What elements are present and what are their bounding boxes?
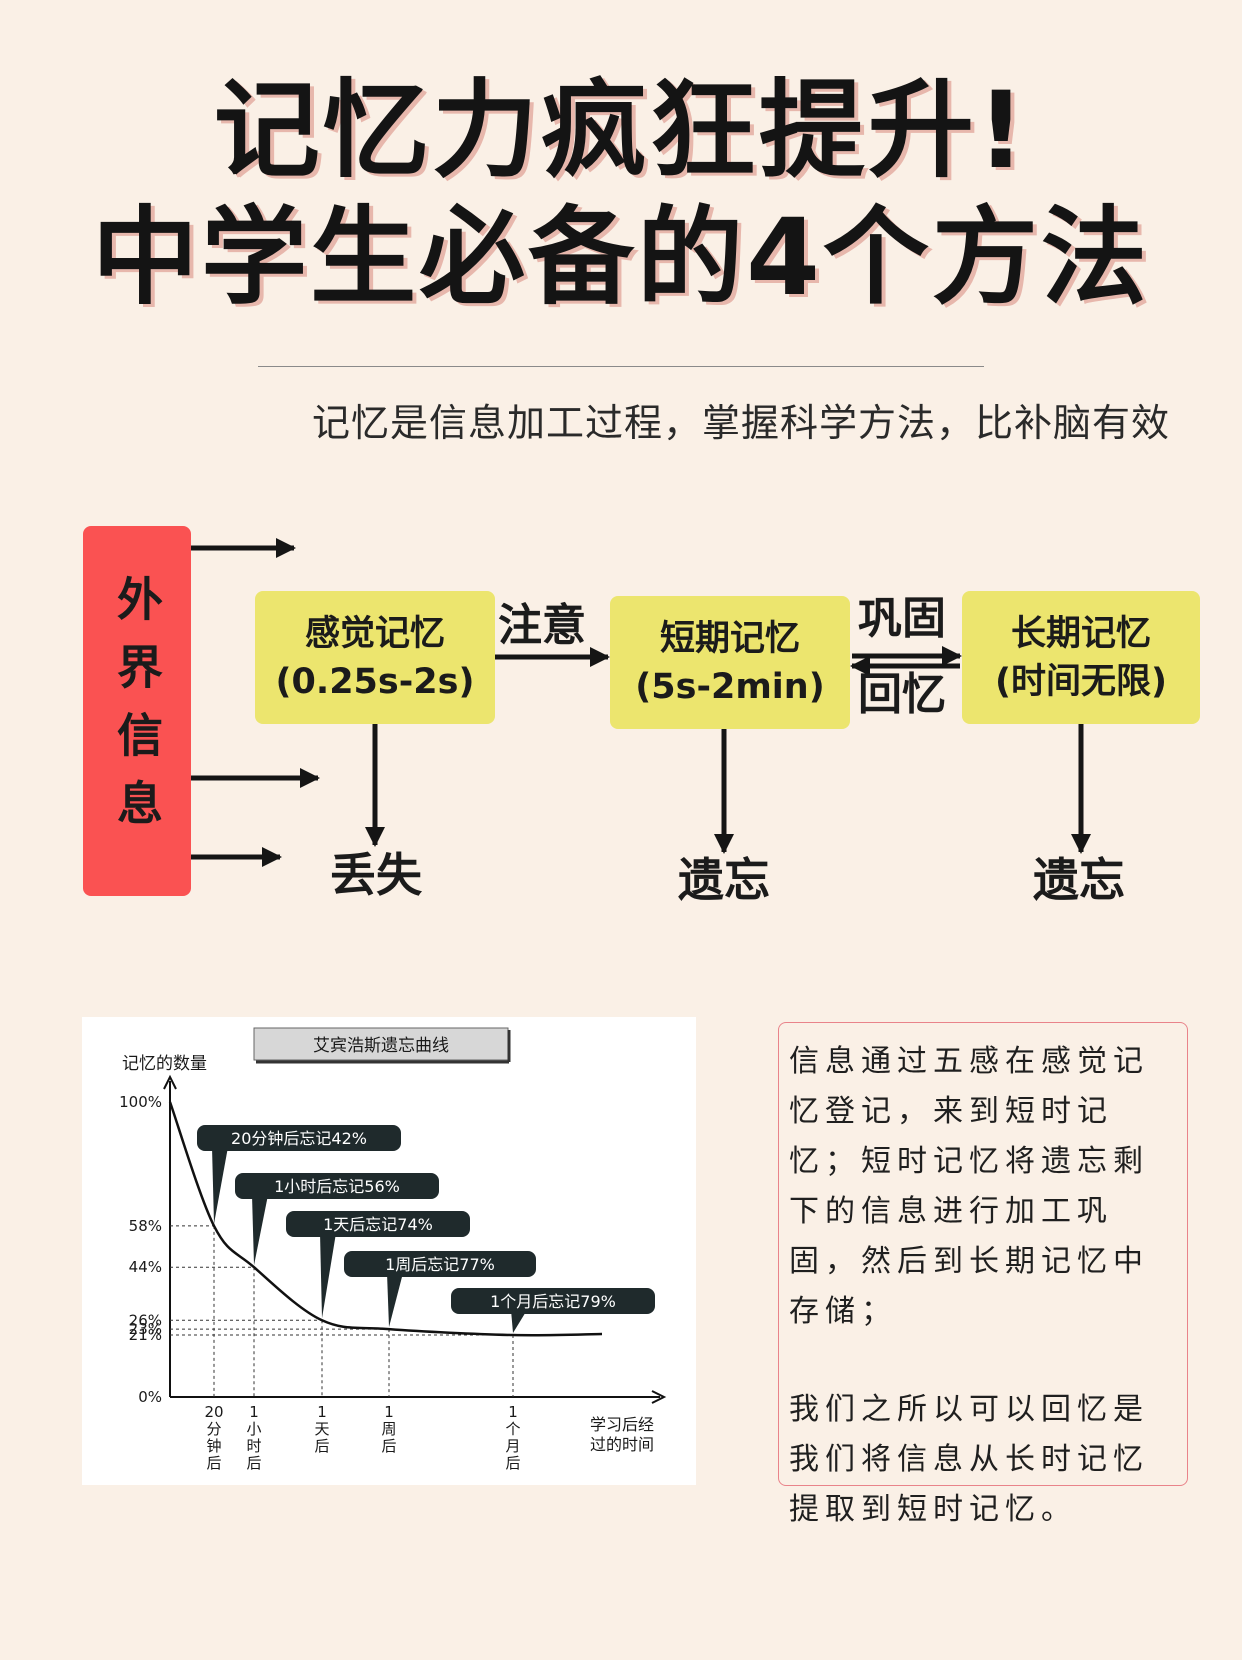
external-info-box: 外界信息 [83, 526, 191, 896]
y-tick-label: 100% [119, 1093, 162, 1111]
callout-text: 1周后忘记77% [385, 1255, 495, 1274]
flow-arrows [191, 538, 1091, 867]
x-tick-label: 1 [249, 1403, 259, 1421]
chart-title: 艾宾浩斯遗忘曲线 [313, 1036, 449, 1056]
short-term-memory-name: 短期记忆 [659, 618, 800, 659]
x-tick-label: 周 [381, 1420, 396, 1438]
x-axis-label: 过的时间 [590, 1435, 654, 1454]
long-term-memory-duration: (时间无限) [995, 661, 1167, 702]
sensory-memory-duration: (0.25s-2s) [275, 661, 475, 702]
y-tick-label: 0% [138, 1388, 162, 1406]
x-axis-arrow [651, 1390, 667, 1404]
sensory-memory-name: 感觉记忆 [304, 613, 445, 654]
external-info-label: 外界信息 [110, 575, 164, 847]
x-tick-label: 1 [317, 1403, 327, 1421]
callout-text: 1天后忘记74% [323, 1215, 433, 1234]
callout-box [235, 1173, 439, 1199]
callout-pointer [212, 1147, 228, 1224]
callout-box [451, 1288, 655, 1314]
recall-label: 回忆 [858, 669, 946, 720]
callout-pointer [252, 1195, 268, 1266]
forgetting-curve-line [168, 1101, 603, 1337]
callout-pointer [387, 1273, 403, 1328]
callout-box [197, 1125, 401, 1151]
short-term-memory-box: 短期记忆 (5s-2min) [610, 596, 850, 729]
note-paragraph-2: 我们之所以可以回忆是我们将信息从长时记忆提取到短时记忆。 [789, 1392, 1149, 1527]
x-tick-label: 时 [246, 1437, 261, 1455]
callout-pointer [320, 1233, 336, 1319]
callout-pointer [511, 1310, 527, 1334]
x-tick-label: 后 [206, 1454, 221, 1472]
y-axis-arrow [163, 1074, 177, 1090]
x-tick-label: 后 [314, 1437, 329, 1455]
consolidate-label: 巩固 [858, 593, 946, 644]
x-tick-label: 钟 [206, 1437, 221, 1455]
y-tick-label: 44% [129, 1258, 162, 1276]
long-term-memory-box: 长期记忆 (时间无限) [962, 591, 1200, 724]
forgetting-curve-chart: 艾宾浩斯遗忘曲线记忆的数量学习后经 过的时间 100% 58% 44% 26% 23% 21%… [82, 1017, 696, 1485]
x-tick-label: 后 [381, 1437, 396, 1455]
x-tick-label: 分 [206, 1420, 221, 1438]
long-term-memory-name: 长期记忆 [1010, 613, 1151, 654]
short-term-memory-duration: (5s-2min) [635, 666, 825, 707]
callout-text: 20分钟后忘记42% [231, 1129, 367, 1148]
explanation-note: 信息通过五感在感觉记忆登记，来到短时记忆；短时记忆将遗忘剩下的信息进行加工巩固，… [778, 1022, 1188, 1527]
y-tick-label: 21% [129, 1326, 162, 1344]
outcome-forget-long: 遗忘 [1033, 853, 1125, 907]
callout-text: 1个月后忘记79% [490, 1292, 616, 1311]
x-tick-label: 1 [384, 1403, 394, 1421]
x-tick-label: 后 [246, 1454, 261, 1472]
y-tick-label: 58% [129, 1217, 162, 1235]
x-tick-label: 20 [204, 1403, 223, 1421]
x-tick-label: 小 [246, 1420, 261, 1438]
x-tick-label: 天 [314, 1420, 329, 1438]
x-tick-label: 月 [505, 1437, 520, 1455]
callout-box [286, 1211, 470, 1237]
title-line-1: 记忆力疯狂提升! [213, 69, 1029, 192]
x-tick-label: 后 [505, 1454, 520, 1472]
callout-text: 1小时后忘记56% [274, 1177, 400, 1196]
outcome-lost: 丢失 [330, 848, 422, 902]
outcome-forget-short: 遗忘 [678, 853, 770, 907]
x-tick-label: 个 [505, 1420, 520, 1438]
y-axis-label: 记忆的数量 [122, 1054, 207, 1074]
sensory-memory-box: 感觉记忆 (0.25s-2s) [255, 591, 495, 724]
subtitle: 记忆是信息加工过程，掌握科学方法，比补脑有效 [311, 401, 1170, 445]
title-line-2: 中学生必备的4个方法 [92, 196, 1150, 319]
x-axis-label: 学习后经 [590, 1415, 654, 1434]
y-tick-label: 23% [129, 1320, 162, 1338]
x-tick-label: 1 [508, 1403, 518, 1421]
callout-box [344, 1251, 536, 1277]
note-paragraph-1: 信息通过五感在感觉记忆登记，来到短时记忆；短时记忆将遗忘剩下的信息进行加工巩固，… [789, 1044, 1149, 1329]
attention-label: 注意 [498, 600, 586, 651]
divider [258, 366, 984, 367]
y-tick-label: 26% [129, 1311, 162, 1329]
